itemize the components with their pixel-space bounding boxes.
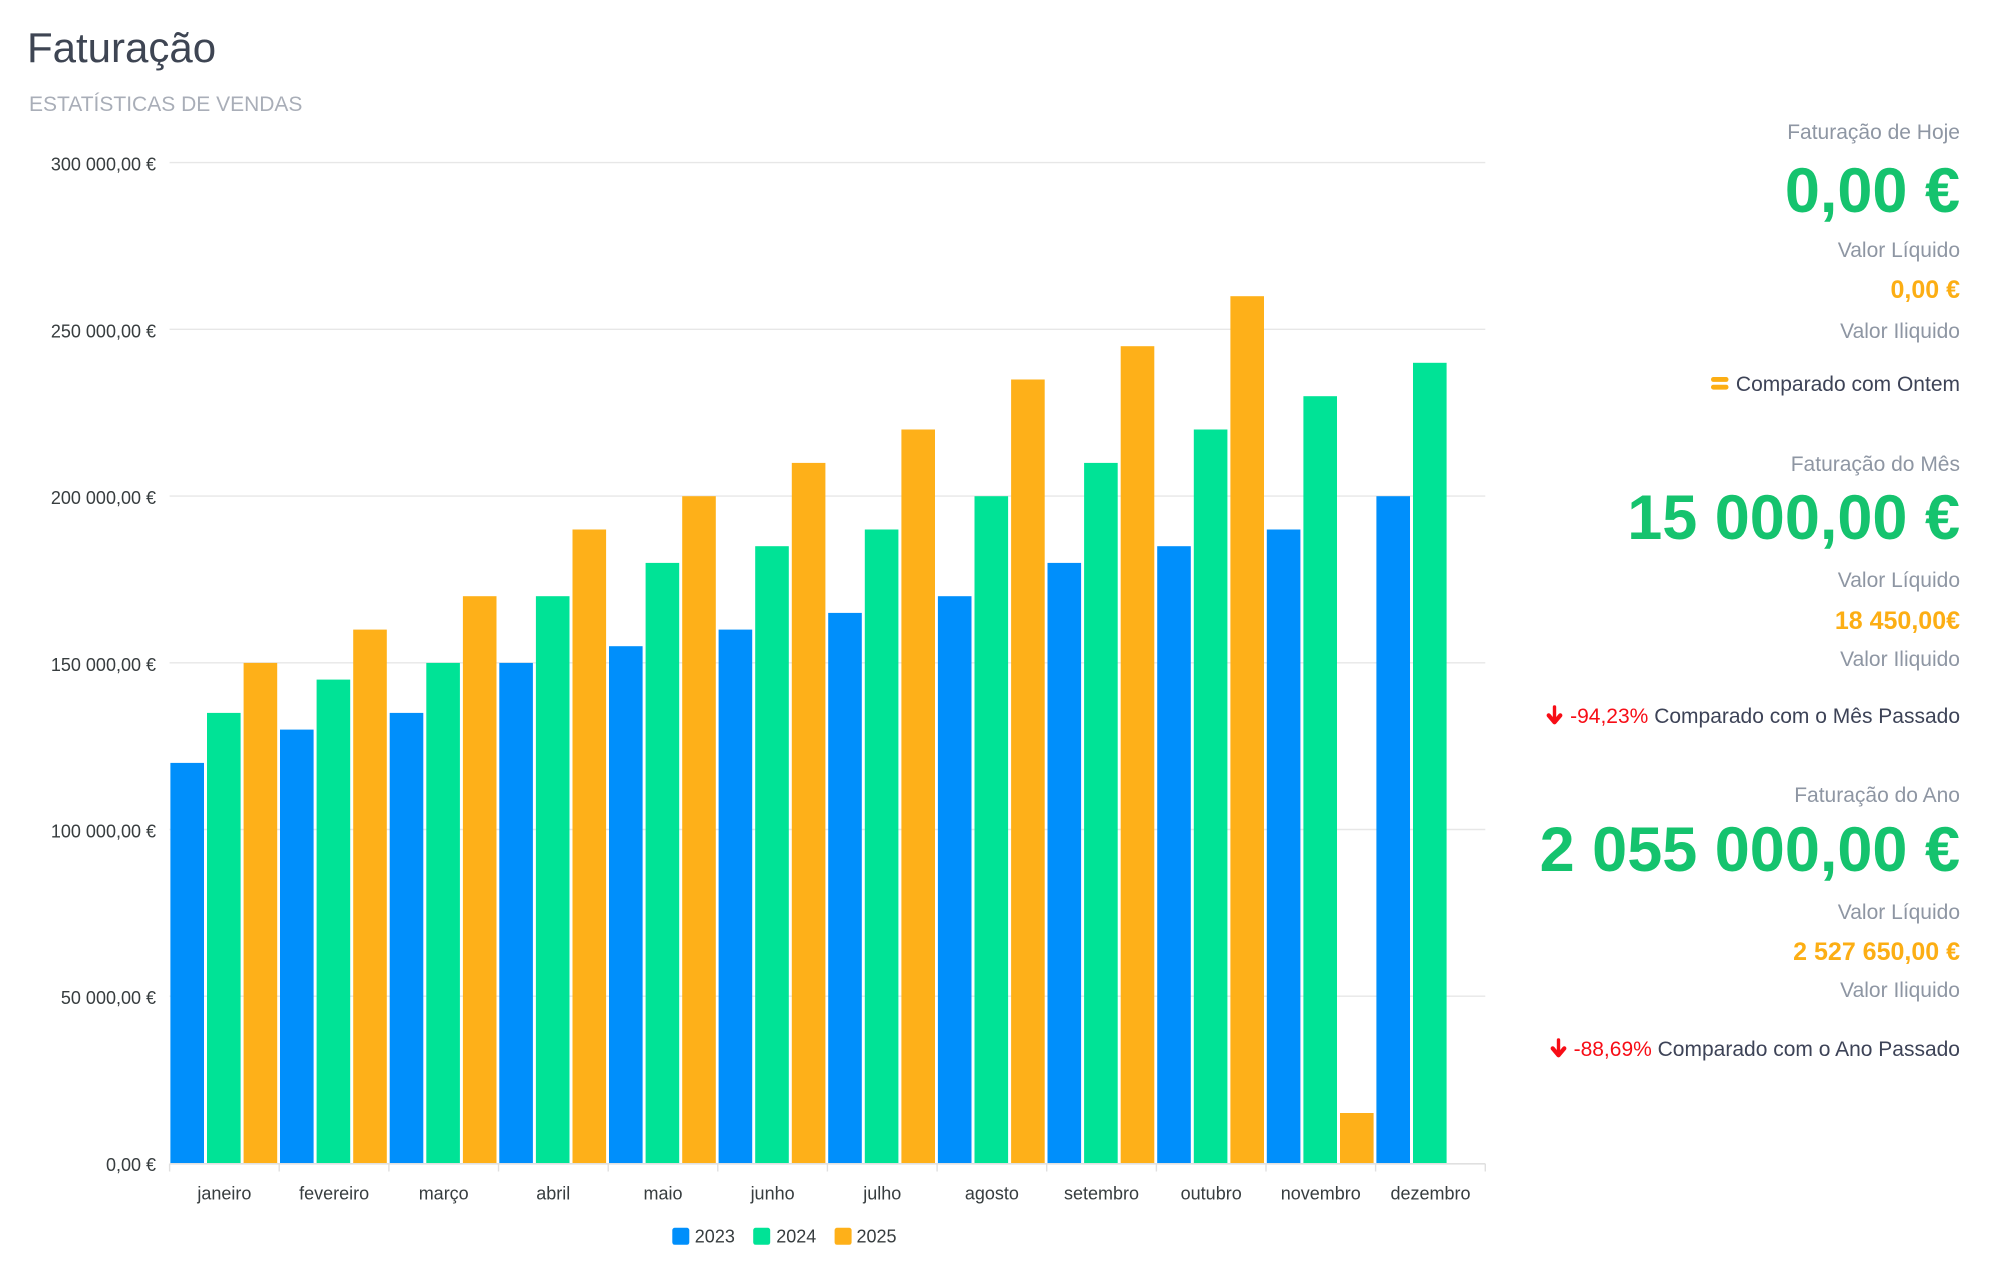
svg-text:250 000,00 €: 250 000,00 € <box>51 321 156 341</box>
svg-text:2024: 2024 <box>776 1227 816 1247</box>
svg-text:setembro: setembro <box>1064 1184 1139 1204</box>
svg-text:300 000,00 €: 300 000,00 € <box>51 155 156 175</box>
svg-text:julho: julho <box>862 1184 901 1204</box>
svg-text:novembro: novembro <box>1281 1184 1361 1204</box>
svg-text:fevereiro: fevereiro <box>299 1184 369 1204</box>
svg-text:150 000,00 €: 150 000,00 € <box>51 655 156 675</box>
svg-text:maio: maio <box>643 1184 682 1204</box>
svg-text:50 000,00 €: 50 000,00 € <box>61 988 156 1008</box>
svg-text:outubro: outubro <box>1181 1184 1242 1204</box>
svg-text:200 000,00 €: 200 000,00 € <box>51 488 156 508</box>
svg-text:0,00 €: 0,00 € <box>106 1155 156 1175</box>
svg-text:junho: junho <box>750 1184 795 1204</box>
svg-text:agosto: agosto <box>965 1184 1019 1204</box>
svg-text:março: março <box>419 1184 469 1204</box>
svg-text:janeiro: janeiro <box>196 1184 251 1204</box>
svg-text:dezembro: dezembro <box>1390 1184 1470 1204</box>
svg-text:100 000,00 €: 100 000,00 € <box>51 822 156 842</box>
svg-text:2025: 2025 <box>857 1227 897 1247</box>
svg-text:2023: 2023 <box>695 1227 735 1247</box>
svg-text:abril: abril <box>536 1184 570 1204</box>
